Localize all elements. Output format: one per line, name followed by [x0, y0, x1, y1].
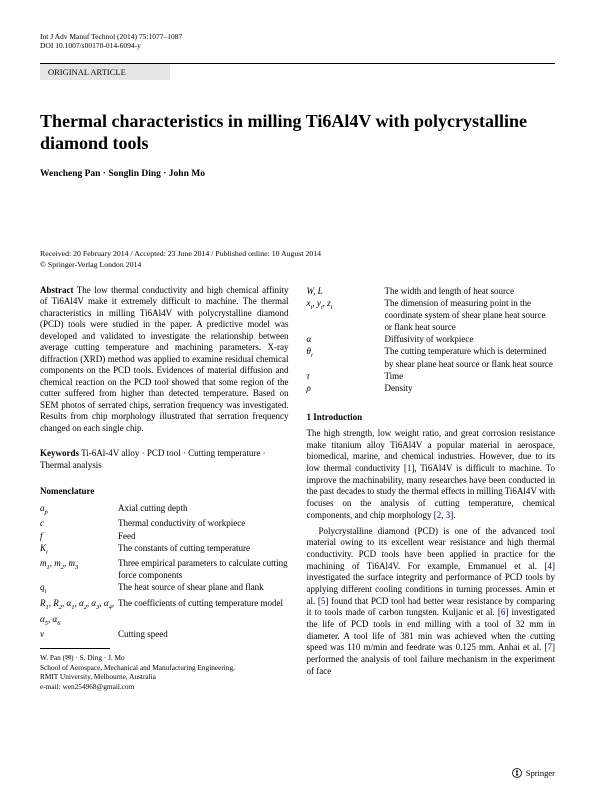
doi-line: DOI 10.1007/s00170-014-6094-y	[40, 41, 555, 50]
abstract-label: Abstract	[40, 285, 74, 295]
nomen-symbol: R1, R2, α1, α2, α3, α4, α5, α6	[40, 597, 118, 628]
nomen-symbol: f	[40, 530, 118, 542]
nomen-symbol: Ki	[40, 542, 118, 558]
nomen-symbol: qi	[40, 581, 118, 597]
copyright-line: © Springer-Verlag London 2014	[40, 260, 555, 269]
nomenclature-right-table: W, L The width and length of heat source…	[307, 285, 556, 394]
nomen-row: c Thermal conductivity of workpiece	[40, 517, 289, 529]
nomen-symbol: v	[40, 628, 118, 640]
ref-link[interactable]: 1	[407, 463, 412, 473]
affiliation-rule	[40, 648, 110, 649]
nomen-symbol: c	[40, 517, 118, 529]
abstract-block: Abstract The low thermal conductivity an…	[40, 285, 289, 435]
nomen-symbol: α	[307, 333, 385, 345]
nomen-row: α Diffusivity of workpiece	[307, 333, 556, 345]
nomen-row: Ki The constants of cutting temperature	[40, 542, 289, 558]
nomen-definition: Three empirical parameters to calculate …	[118, 557, 289, 581]
nomen-definition: The width and length of heat source	[385, 285, 556, 297]
nomen-definition: The dimension of measuring point in the …	[385, 297, 556, 333]
nomen-definition: Cutting speed	[118, 628, 289, 640]
left-column: Abstract The low thermal conductivity an…	[40, 285, 289, 691]
nomen-symbol: ρ	[307, 382, 385, 394]
nomen-symbol: xi, yi, zi	[307, 297, 385, 333]
nomen-definition: Diffusivity of workpiece	[385, 333, 556, 345]
nomen-definition: Axial cutting depth	[118, 502, 289, 518]
affiliation-block: W. Pan (✉) · S. Ding · J. Mo School of A…	[40, 653, 289, 691]
nomen-definition: The coefficients of cutting temperature …	[118, 597, 289, 628]
affil-email: e-mail: wen254968@gmail.com	[40, 682, 289, 691]
publisher-name: Springer	[526, 768, 555, 778]
nomen-definition: Time	[385, 370, 556, 382]
affil-authors: W. Pan (✉) · S. Ding · J. Mo	[40, 653, 289, 662]
nomen-row: qi The heat source of shear plane and fl…	[40, 581, 289, 597]
nomen-row: f Feed	[40, 530, 289, 542]
nomen-row: xi, yi, zi The dimension of measuring po…	[307, 297, 556, 333]
publisher-footer: Springer	[511, 767, 555, 779]
nomen-row: θi The cutting temperature which is dete…	[307, 345, 556, 369]
nomen-symbol: τ	[307, 370, 385, 382]
nomen-row: v Cutting speed	[40, 628, 289, 640]
category-label: ORIGINAL ARTICLE	[40, 64, 170, 80]
ref-link[interactable]: 3	[446, 510, 451, 520]
header-meta: Int J Adv Manuf Technol (2014) 75:1077–1…	[40, 32, 555, 51]
nomen-symbol: W, L	[307, 285, 385, 297]
ref-link[interactable]: 5	[321, 596, 326, 606]
intro-paragraph-2: Polycrystalline diamond (PCD) is one of …	[307, 526, 556, 678]
nomen-definition: The constants of cutting temperature	[118, 542, 289, 558]
nomen-row: ap Axial cutting depth	[40, 502, 289, 518]
ref-link[interactable]: 2	[437, 510, 442, 520]
nomen-row: ρ Density	[307, 382, 556, 394]
nomenclature-heading: Nomenclature	[40, 486, 289, 496]
authors: Wencheng Pan · Songlin Ding · John Mo	[40, 169, 555, 179]
dates-line: Received: 20 February 2014 / Accepted: 2…	[40, 249, 555, 258]
nomen-definition: Thermal conductivity of workpiece	[118, 517, 289, 529]
springer-icon	[511, 767, 523, 779]
nomen-definition: The cutting temperature which is determi…	[385, 345, 556, 369]
ref-link[interactable]: 7	[548, 642, 553, 652]
article-title: Thermal characteristics in milling Ti6Al…	[40, 110, 555, 155]
nomen-row: m1, m2, m3 Three empirical parameters to…	[40, 557, 289, 581]
ref-link[interactable]: 6	[501, 607, 506, 617]
nomen-symbol: m1, m2, m3	[40, 557, 118, 581]
abstract-text: The low thermal conductivity and high ch…	[40, 285, 289, 433]
keywords-block: Keywords Ti-6Al-4V alloy · PCD tool · Cu…	[40, 448, 289, 471]
right-column: W, L The width and length of heat source…	[307, 285, 556, 691]
nomen-symbol: θi	[307, 345, 385, 369]
nomen-row: W, L The width and length of heat source	[307, 285, 556, 297]
intro-paragraph-1: The high strength, low weight ratio, and…	[307, 428, 556, 522]
nomenclature-left-table: ap Axial cutting depth c Thermal conduct…	[40, 502, 289, 640]
affil-dept: School of Aerospace, Mechanical and Manu…	[40, 663, 289, 672]
two-column-body: Abstract The low thermal conductivity an…	[40, 285, 555, 691]
nomen-row: R1, R2, α1, α2, α3, α4, α5, α6 The coeff…	[40, 597, 289, 628]
journal-line: Int J Adv Manuf Technol (2014) 75:1077–1…	[40, 32, 555, 41]
nomen-definition: The heat source of shear plane and flank	[118, 581, 289, 597]
nomen-row: τ Time	[307, 370, 556, 382]
ref-link[interactable]: 4	[548, 561, 553, 571]
nomen-symbol: ap	[40, 502, 118, 518]
nomen-definition: Density	[385, 382, 556, 394]
affil-univ: RMIT University, Melbourne, Australia	[40, 672, 289, 681]
keywords-label: Keywords	[40, 448, 79, 458]
nomen-definition: Feed	[118, 530, 289, 542]
introduction-heading: 1 Introduction	[307, 412, 556, 422]
